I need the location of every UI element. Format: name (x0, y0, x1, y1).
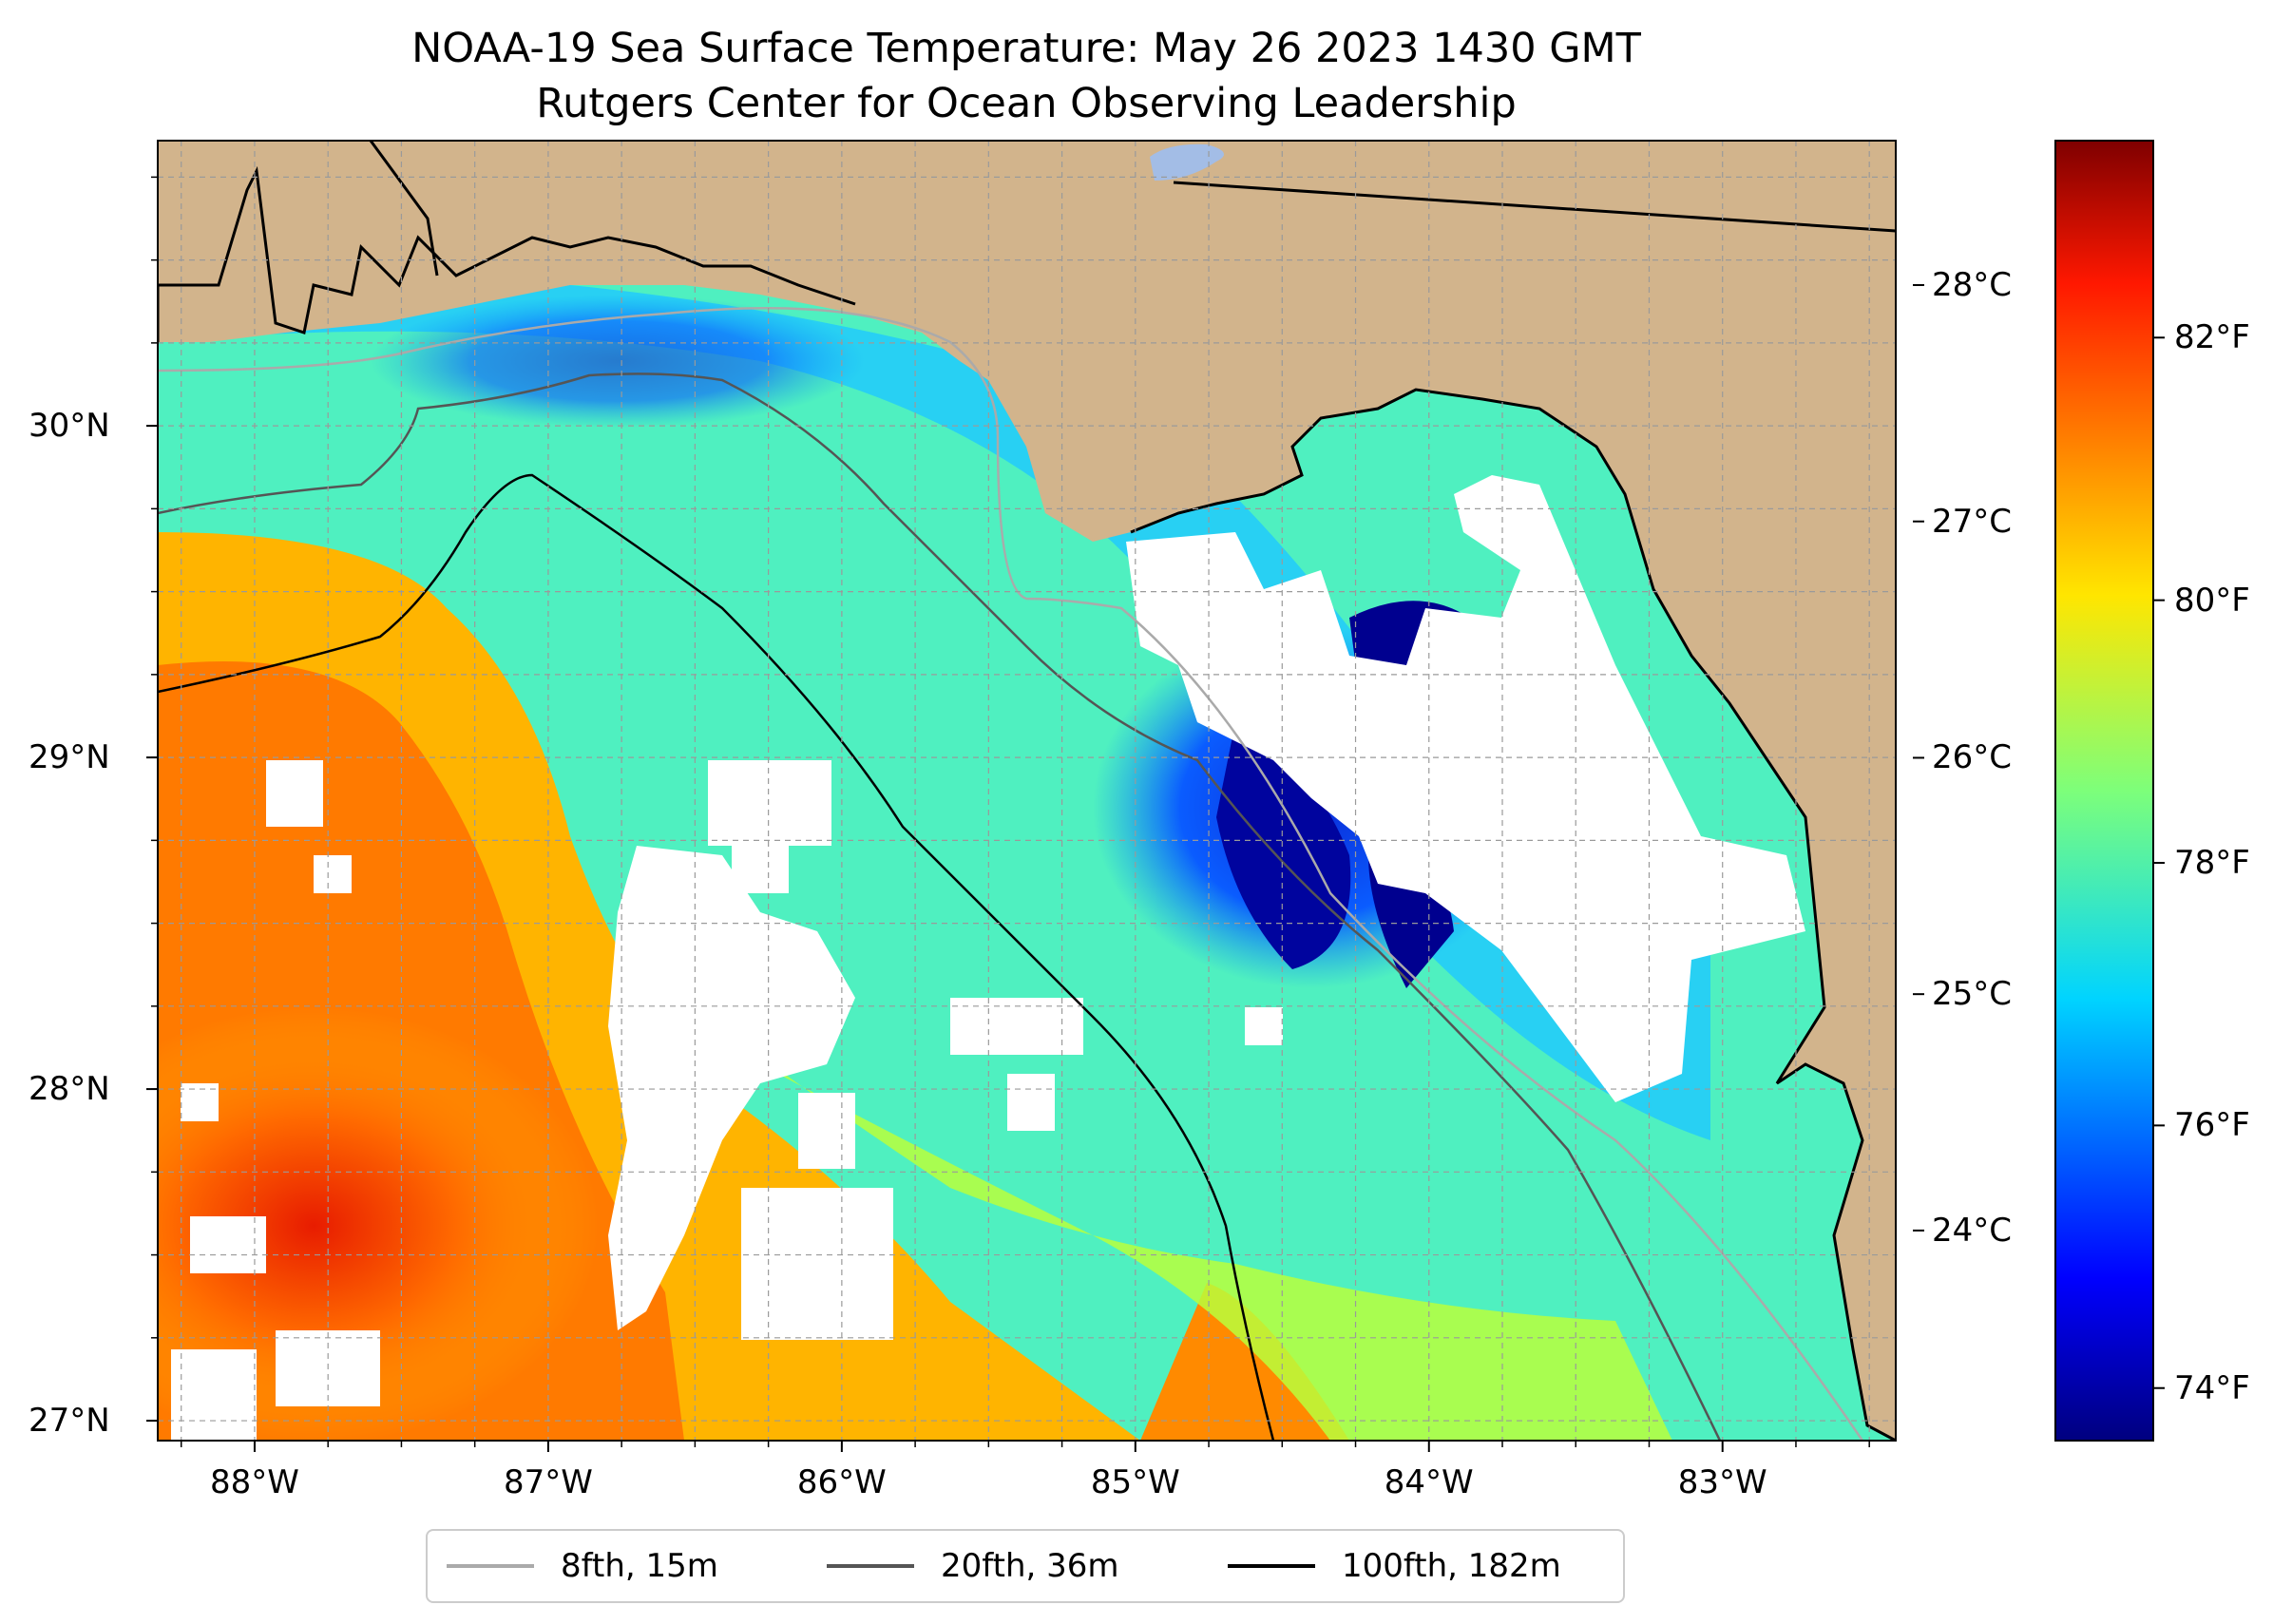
cool-nearshore-region (371, 295, 865, 428)
lon-tick-label: 83°W (1677, 1463, 1767, 1501)
colorbar-label-f: 80°F (2174, 581, 2250, 620)
colorbar-label-c: 27°C (1932, 502, 2013, 541)
map-area (158, 141, 1896, 1441)
cloud-masks (171, 475, 1805, 1441)
legend-swatch-8fth (447, 1564, 534, 1568)
colorbar-label-f: 76°F (2174, 1106, 2250, 1145)
warm-water-south (1140, 1283, 1349, 1441)
colorbar-label-f: 78°F (2174, 844, 2250, 882)
colorbar-label-c: 25°C (1932, 975, 2013, 1014)
legend-entry-8fth: 8fth, 15m (447, 1531, 718, 1601)
isobath-20fth (158, 373, 1722, 1441)
lat-tick-label: 30°N (29, 407, 110, 446)
colorbar-label-f: 82°F (2174, 318, 2250, 357)
colorbar-label-c: 24°C (1932, 1211, 2013, 1250)
legend-entry-100fth: 100fth, 182m (1228, 1531, 1561, 1601)
lon-tick-label: 87°W (503, 1463, 593, 1501)
chart-title: NOAA-19 Sea Surface Temperature: May 26 … (411, 25, 1641, 72)
lat-tick-label: 28°N (29, 1070, 110, 1109)
lon-tick-label: 86°W (796, 1463, 887, 1501)
legend-label-8fth: 8fth, 15m (561, 1547, 718, 1585)
state-border-north (1173, 181, 1896, 233)
gridlines (158, 141, 1896, 1441)
colorbar (2054, 140, 2154, 1442)
coastline (1130, 388, 1896, 1441)
legend-swatch-20fth (827, 1564, 914, 1568)
map-frame (157, 140, 1897, 1442)
colorbar-label-c: 28°C (1932, 266, 2013, 304)
lon-tick-label: 85°W (1090, 1463, 1180, 1501)
isobath-100fth (158, 473, 1275, 1441)
legend-label-20fth: 20fth, 36m (941, 1547, 1119, 1585)
lat-tick-label: 29°N (29, 738, 110, 777)
legend-swatch-100fth (1228, 1564, 1315, 1568)
lon-tick-label: 88°W (210, 1463, 299, 1501)
axis-ticks (146, 176, 1870, 1452)
isobath-legend: 8fth, 15m 20fth, 36m 100fth, 182m (426, 1529, 1625, 1603)
lake (1150, 143, 1224, 181)
cold-patch-2 (1216, 722, 1351, 969)
hot-water-region (158, 1007, 599, 1441)
chart-subtitle: Rutgers Center for Ocean Observing Leade… (536, 80, 1517, 127)
transition-water (665, 988, 1672, 1441)
colorbar-label-c: 26°C (1932, 738, 2013, 777)
state-border (369, 141, 439, 277)
lon-tick-label: 84°W (1384, 1463, 1474, 1501)
colorbar-ticks (1913, 284, 2165, 1389)
legend-entry-20fth: 20fth, 36m (827, 1531, 1119, 1601)
colorbar-label-f: 74°F (2174, 1368, 2250, 1407)
lat-tick-label: 27°N (29, 1402, 110, 1441)
legend-label-100fth: 100fth, 182m (1342, 1547, 1561, 1585)
isobath-8fth (158, 307, 1864, 1441)
